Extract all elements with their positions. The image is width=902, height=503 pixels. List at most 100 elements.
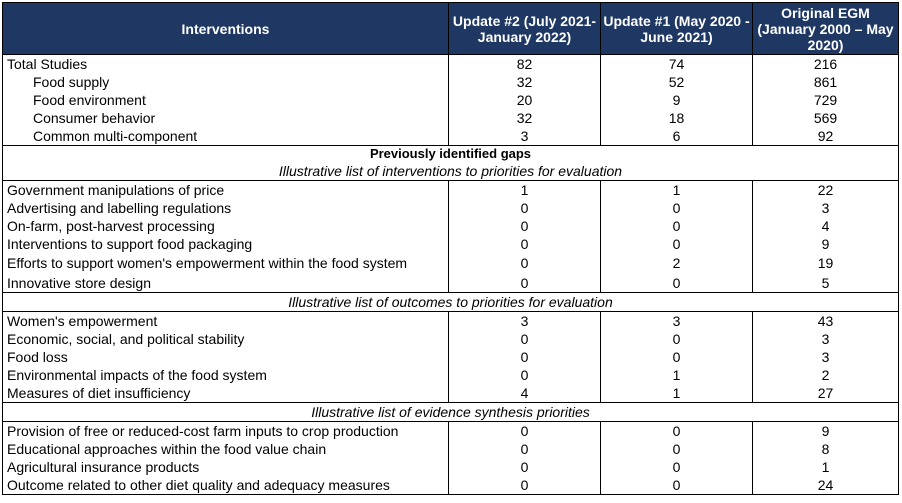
gaps-heading-section: Previously identified gaps Illustrative … [2, 145, 899, 181]
row-label: Consumer behavior [2, 109, 449, 127]
outcomes-section: Women's empowerment 3 3 43 Economic, social,… [2, 311, 899, 403]
update-2-count: 0 [448, 330, 601, 348]
row-label: Interventions to support food packaging [2, 235, 449, 253]
update-2-count: 0 [448, 458, 601, 476]
update-1-count: 1 [600, 366, 753, 384]
update-1-count: 1 [600, 384, 753, 403]
header-update-1: Update #1 (May 2020 - June 2021) [600, 2, 753, 55]
update-2-count: 82 [448, 54, 601, 73]
original-egm-count: 3 [752, 199, 899, 217]
outcomes-heading-section: Illustrative list of outcomes to priorit… [2, 292, 899, 312]
row-label: Food environment [2, 91, 449, 109]
table-row: Consumer behavior 32 18 569 [2, 109, 899, 127]
update-1-count: 2 [600, 253, 753, 274]
table-row: Provision of free or reduced-cost farm i… [2, 421, 899, 440]
row-label: Provision of free or reduced-cost farm i… [2, 421, 449, 440]
original-egm-count: 92 [752, 127, 899, 146]
table-row: Outcome related to other diet quality an… [2, 476, 899, 495]
original-egm-count: 43 [752, 311, 899, 330]
table-row: Advertising and labelling regulations 0 0 3 [2, 199, 899, 217]
interventions-section: Government manipulations of price 1 1 22 Adv… [2, 180, 899, 293]
update-1-count: 0 [600, 458, 753, 476]
row-label: Food supply [2, 73, 449, 91]
update-1-count: 1 [600, 180, 753, 199]
update-2-count: 32 [448, 109, 601, 127]
header-update-2: Update #2 (July 2021-January 2022) [448, 2, 601, 55]
row-label: On-farm, post-harvest processing [2, 217, 449, 235]
original-egm-count: 27 [752, 384, 899, 403]
update-1-count: 0 [600, 421, 753, 440]
original-egm-count: 216 [752, 54, 899, 73]
table-row: Economic, social, and political stabilit… [2, 330, 899, 348]
table-row: Environmental impacts of the food system… [2, 366, 899, 384]
update-1-count: 0 [600, 235, 753, 253]
update-2-count: 0 [448, 199, 601, 217]
update-2-count: 0 [448, 366, 601, 384]
update-1-count: 52 [600, 73, 753, 91]
original-egm-count: 24 [752, 476, 899, 495]
synthesis-section-title: Illustrative list of evidence synthesis … [2, 402, 899, 422]
update-1-count: 0 [600, 217, 753, 235]
original-egm-count: 861 [752, 73, 899, 91]
table-row: Efforts to support women's empowerment w… [2, 253, 899, 274]
original-egm-count: 19 [752, 253, 899, 274]
update-2-count: 4 [448, 384, 601, 403]
table-row: Measures of diet insufficiency 4 1 27 [2, 384, 899, 403]
row-label: Environmental impacts of the food system [2, 366, 449, 384]
row-label: Women's empowerment [2, 311, 449, 330]
update-2-count: 0 [448, 476, 601, 495]
original-egm-count: 5 [752, 274, 899, 293]
table-row: Common multi-component 3 6 92 [2, 127, 899, 146]
original-egm-count: 9 [752, 421, 899, 440]
update-1-count: 0 [600, 274, 753, 293]
row-label: Agricultural insurance products [2, 458, 449, 476]
row-label: Educational approaches within the food v… [2, 440, 449, 458]
table-row: Government manipulations of price 1 1 22 [2, 180, 899, 199]
update-2-count: 0 [448, 421, 601, 440]
table-row: On-farm, post-harvest processing 0 0 4 [2, 217, 899, 235]
update-2-count: 1 [448, 180, 601, 199]
evidence-gap-table: Interventions Update #2 (July 2021-Janua… [2, 2, 899, 495]
summary-section: Total Studies 82 74 216 Food supply 32 52 861 Fo… [2, 54, 899, 146]
outcomes-section-title: Illustrative list of outcomes to priorit… [2, 292, 899, 312]
original-egm-count: 3 [752, 348, 899, 366]
table-row: Food loss 0 0 3 [2, 348, 899, 366]
update-1-count: 0 [600, 476, 753, 495]
update-1-count: 6 [600, 127, 753, 146]
original-egm-count: 2 [752, 366, 899, 384]
original-egm-count: 729 [752, 91, 899, 109]
update-2-count: 3 [448, 311, 601, 330]
update-1-count: 74 [600, 54, 753, 73]
table-row: Total Studies 82 74 216 [2, 54, 899, 73]
row-label: Common multi-component [2, 127, 449, 146]
update-2-count: 0 [448, 235, 601, 253]
update-1-count: 3 [600, 311, 753, 330]
original-egm-count: 4 [752, 217, 899, 235]
update-2-count: 0 [448, 217, 601, 235]
synthesis-section: Provision of free or reduced-cost farm i… [2, 421, 899, 495]
update-2-count: 3 [448, 127, 601, 146]
row-label: Government manipulations of price [2, 180, 449, 199]
original-egm-count: 22 [752, 180, 899, 199]
row-label: Efforts to support women's empowerment w… [2, 253, 449, 274]
original-egm-count: 9 [752, 235, 899, 253]
row-label: Total Studies [2, 54, 449, 73]
original-egm-count: 1 [752, 458, 899, 476]
table-row: Food supply 32 52 861 [2, 73, 899, 91]
row-label: Economic, social, and political stabilit… [2, 330, 449, 348]
update-2-count: 0 [448, 274, 601, 293]
update-2-count: 0 [448, 253, 601, 274]
original-egm-count: 569 [752, 109, 899, 127]
table-row: Innovative store design 0 0 5 [2, 274, 899, 293]
table-row: Women's empowerment 3 3 43 [2, 311, 899, 330]
update-1-count: 18 [600, 109, 753, 127]
original-egm-count: 8 [752, 440, 899, 458]
update-1-count: 0 [600, 440, 753, 458]
update-1-count: 0 [600, 348, 753, 366]
header-row: Interventions Update #2 (July 2021-Janua… [2, 2, 899, 55]
header-interventions: Interventions [2, 2, 449, 55]
update-2-count: 32 [448, 73, 601, 91]
header-original-egm: Original EGM (January 2000 – May 2020) [752, 2, 899, 55]
table-row: Educational approaches within the food v… [2, 440, 899, 458]
update-2-count: 20 [448, 91, 601, 109]
